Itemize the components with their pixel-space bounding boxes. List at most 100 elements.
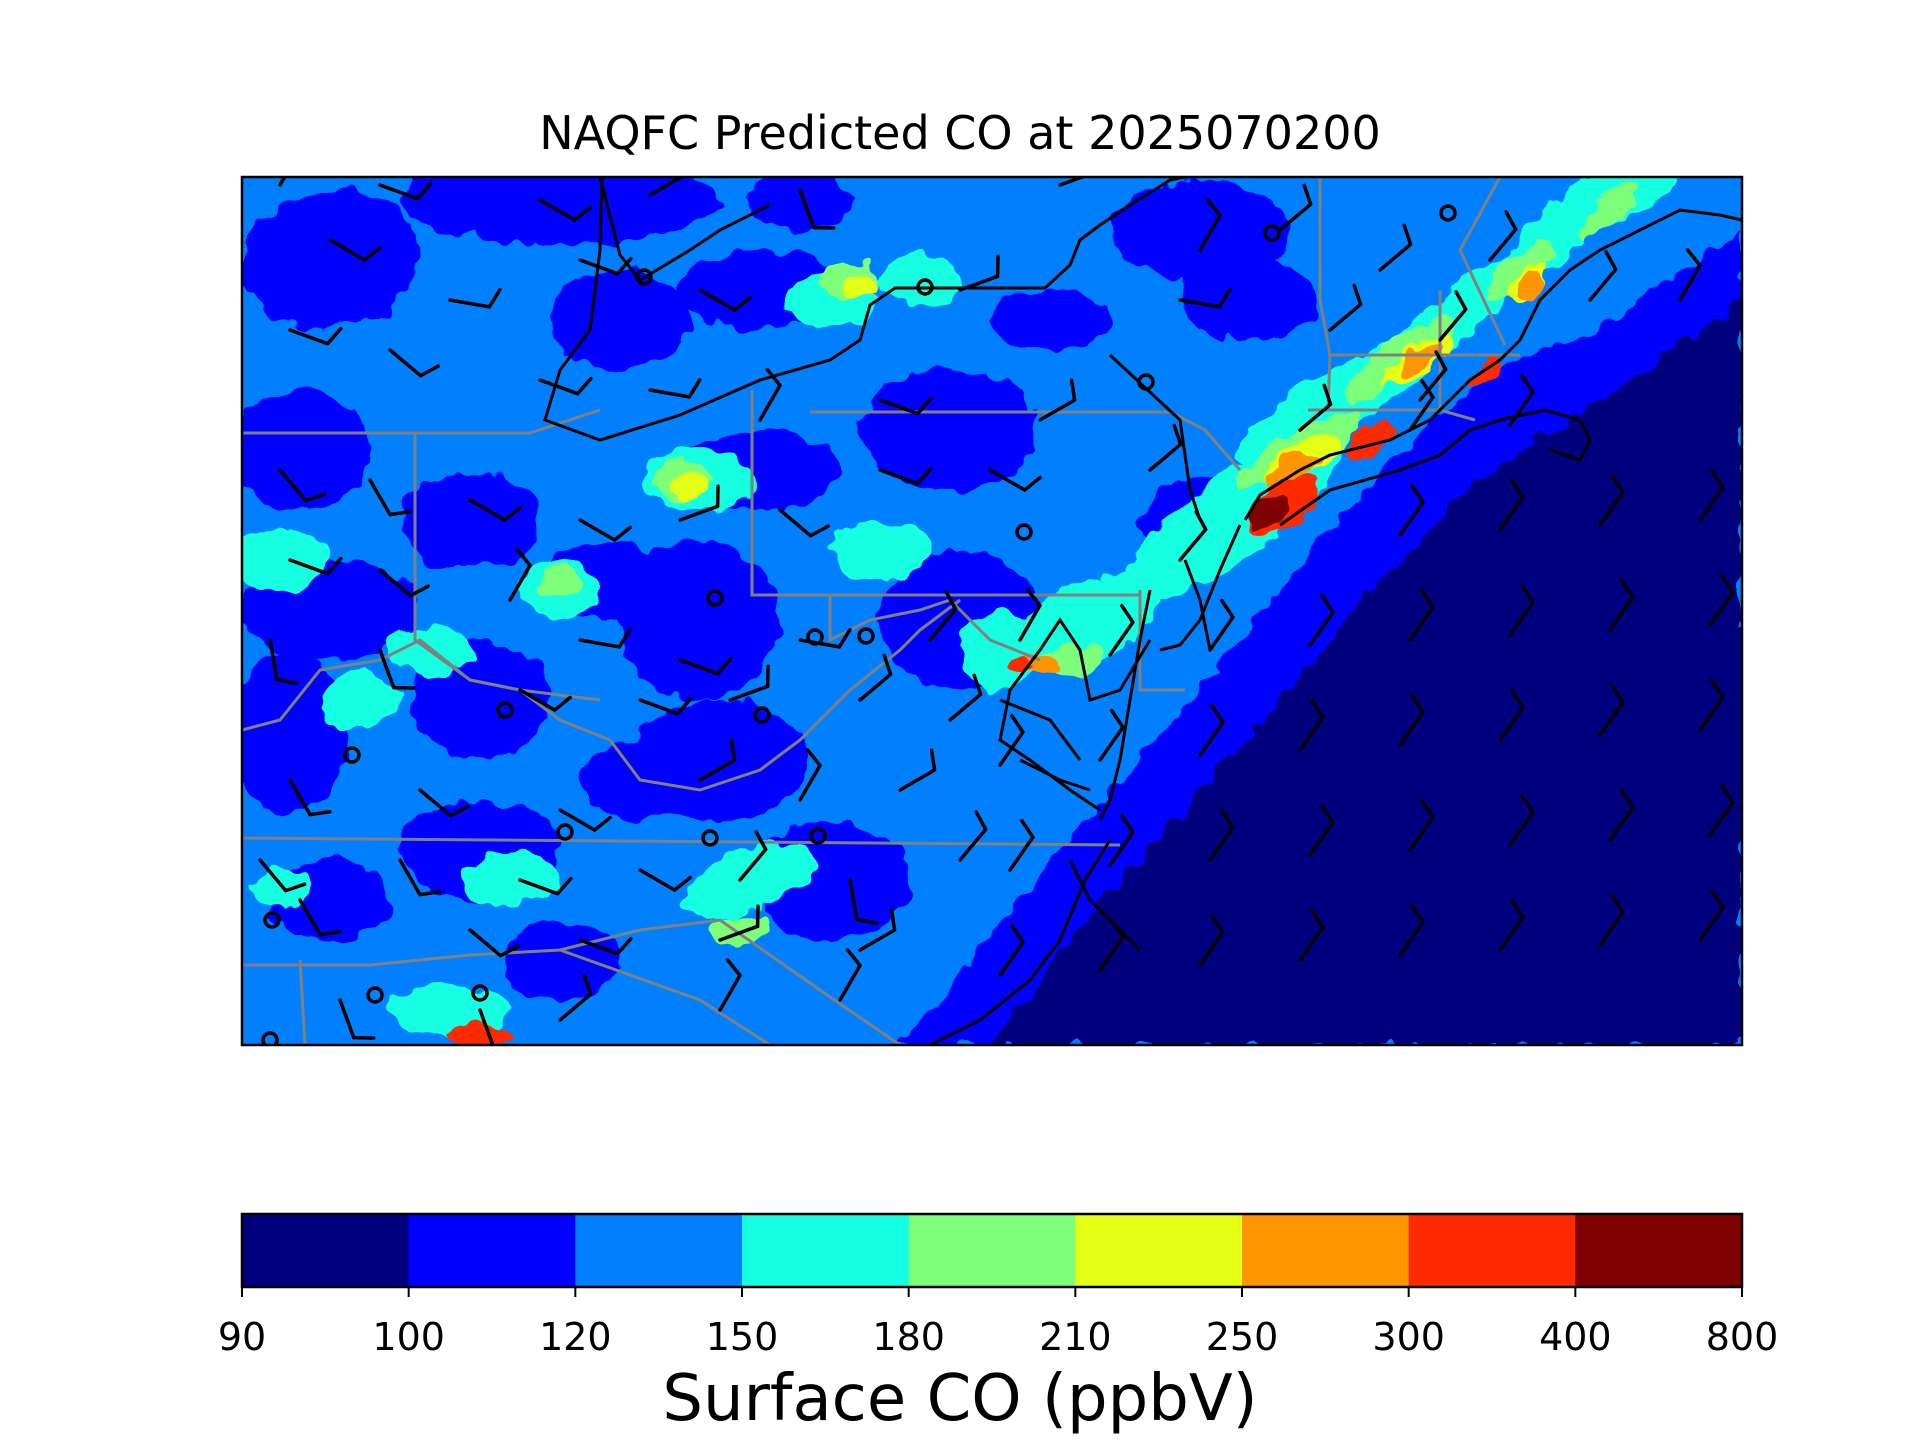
wind-barb — [1278, 183, 1313, 232]
wind-barb — [1098, 918, 1125, 972]
wind-barb — [718, 958, 742, 1012]
coastline — [1159, 524, 1242, 652]
colorbar-label: Surface CO (ppbV) — [662, 1362, 1258, 1436]
concentration-patch — [620, 540, 780, 700]
state-border — [828, 595, 1041, 662]
concentration-patch — [830, 520, 930, 580]
wind-barb — [1698, 888, 1725, 942]
wind-barb — [1298, 698, 1325, 752]
colorbar-tick-label: 150 — [706, 1315, 779, 1359]
calm-wind-circle — [496, 701, 514, 719]
concentration-patch — [450, 1023, 510, 1045]
wind-barb — [998, 713, 1025, 767]
wind-barb — [1308, 593, 1335, 647]
wind-barb — [288, 556, 343, 576]
state-border — [1138, 590, 1185, 692]
wind-barb — [1608, 578, 1635, 632]
wind-barb — [1408, 378, 1435, 432]
calm-wind-circle — [343, 746, 361, 764]
wind-barb — [1598, 893, 1625, 947]
wind-barb — [1708, 783, 1735, 837]
state-border — [242, 598, 961, 792]
wind-barb — [848, 878, 879, 926]
wind-barb — [838, 948, 862, 1002]
wind-barb — [1298, 908, 1325, 962]
wind-barb — [1498, 898, 1525, 952]
concentration-patch — [860, 370, 1040, 490]
concentration-patch — [540, 565, 580, 595]
colorbar-segment — [1408, 1214, 1576, 1287]
wind-barb — [958, 254, 1000, 292]
calm-wind-circle — [706, 589, 724, 607]
concentration-patch — [1516, 272, 1544, 298]
wind-barb — [1508, 793, 1535, 847]
wind-barb — [518, 688, 572, 712]
wind-barb — [1098, 708, 1125, 762]
concentration-patch — [1263, 451, 1317, 489]
wind-barb — [1508, 583, 1535, 637]
concentration-patch — [250, 870, 310, 910]
calm-wind-circle — [263, 911, 281, 929]
wind-barb — [1498, 688, 1525, 742]
state-border — [559, 918, 901, 1045]
wind-barb — [678, 656, 733, 676]
wind-barb — [1408, 798, 1435, 852]
wind-barb — [878, 396, 933, 416]
concentration-patch — [1487, 241, 1553, 299]
colorbar-tick-label: 400 — [1539, 1315, 1612, 1359]
wind-barb — [1328, 283, 1363, 332]
wind-barb — [1678, 248, 1702, 302]
colorbar-segment — [1242, 1214, 1410, 1287]
coastline — [543, 177, 1186, 442]
wind-barb — [898, 748, 937, 792]
concentration-patch — [242, 530, 330, 590]
wind-barb — [288, 778, 332, 817]
wind-barb — [1018, 588, 1042, 642]
wind-barb — [648, 177, 685, 197]
state-border — [1458, 177, 1507, 346]
wind-barb — [998, 923, 1025, 977]
colorbar-segment — [742, 1214, 910, 1287]
wind-barb — [388, 348, 440, 378]
coastline — [999, 698, 1082, 761]
calm-wind-circle — [261, 1031, 279, 1045]
colorbar-tick-label: 800 — [1706, 1315, 1779, 1359]
wind-barb — [1308, 803, 1335, 857]
colorbar-segment — [908, 1214, 1076, 1287]
concentration-patch — [672, 471, 708, 499]
wind-barb — [558, 973, 593, 1022]
wind-barb — [1108, 813, 1135, 867]
wind-barb — [578, 936, 633, 956]
wind-barb — [1038, 378, 1077, 422]
wind-barb — [1438, 290, 1468, 342]
colorbar-tick-label: 90 — [218, 1315, 266, 1359]
wind-barb — [758, 368, 782, 422]
wind-barb — [728, 664, 770, 702]
colorbar-segment — [242, 1214, 410, 1287]
coastline — [1098, 589, 1152, 821]
wind-barb — [1598, 683, 1625, 737]
wind-barb — [518, 876, 573, 896]
wind-barb — [578, 256, 633, 276]
wind-barb — [1508, 373, 1535, 427]
concentration-patch — [1110, 180, 1290, 280]
colorbar-tick-label: 100 — [372, 1315, 445, 1359]
wind-barb — [298, 898, 342, 937]
wind-barb — [468, 498, 522, 522]
calm-wind-circle — [1263, 224, 1281, 242]
state-border — [1318, 177, 1332, 411]
wind-barb — [698, 288, 752, 312]
wind-barb — [508, 548, 532, 602]
wind-barb — [1698, 468, 1725, 522]
concentration-patch — [500, 920, 620, 1000]
wind-barb — [448, 288, 502, 309]
coastline — [598, 177, 771, 282]
wind-barb — [1488, 210, 1518, 262]
wind-barb — [368, 478, 412, 517]
wind-barb — [538, 198, 592, 222]
wind-barb — [1198, 703, 1225, 757]
wind-barb — [1588, 250, 1618, 302]
wind-barb — [1498, 478, 1525, 532]
wind-barb — [778, 508, 830, 538]
